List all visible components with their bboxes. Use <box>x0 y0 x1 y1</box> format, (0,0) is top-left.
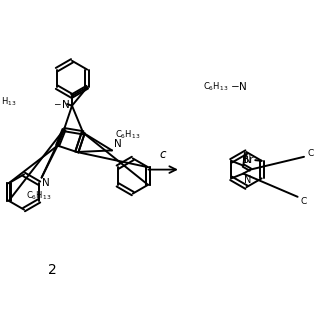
Text: N: N <box>244 175 251 185</box>
Text: c: c <box>160 148 166 161</box>
Text: N: N <box>114 139 121 149</box>
Text: C$_6$H$_{13}$: C$_6$H$_{13}$ <box>26 190 51 202</box>
Text: $-$N: $-$N <box>230 80 248 92</box>
Text: N: N <box>42 178 50 188</box>
Text: N: N <box>244 155 251 165</box>
Text: Br: Br <box>243 155 254 165</box>
Text: H$_{13}$: H$_{13}$ <box>1 96 17 108</box>
Text: C$_6$H$_{13}$: C$_6$H$_{13}$ <box>203 80 228 93</box>
Text: 2: 2 <box>48 263 57 277</box>
Text: N: N <box>62 100 70 110</box>
Text: C$_6$H$_{13}$: C$_6$H$_{13}$ <box>115 128 140 141</box>
Text: C: C <box>301 197 307 206</box>
Text: −: − <box>53 99 60 108</box>
Text: C: C <box>307 149 314 158</box>
